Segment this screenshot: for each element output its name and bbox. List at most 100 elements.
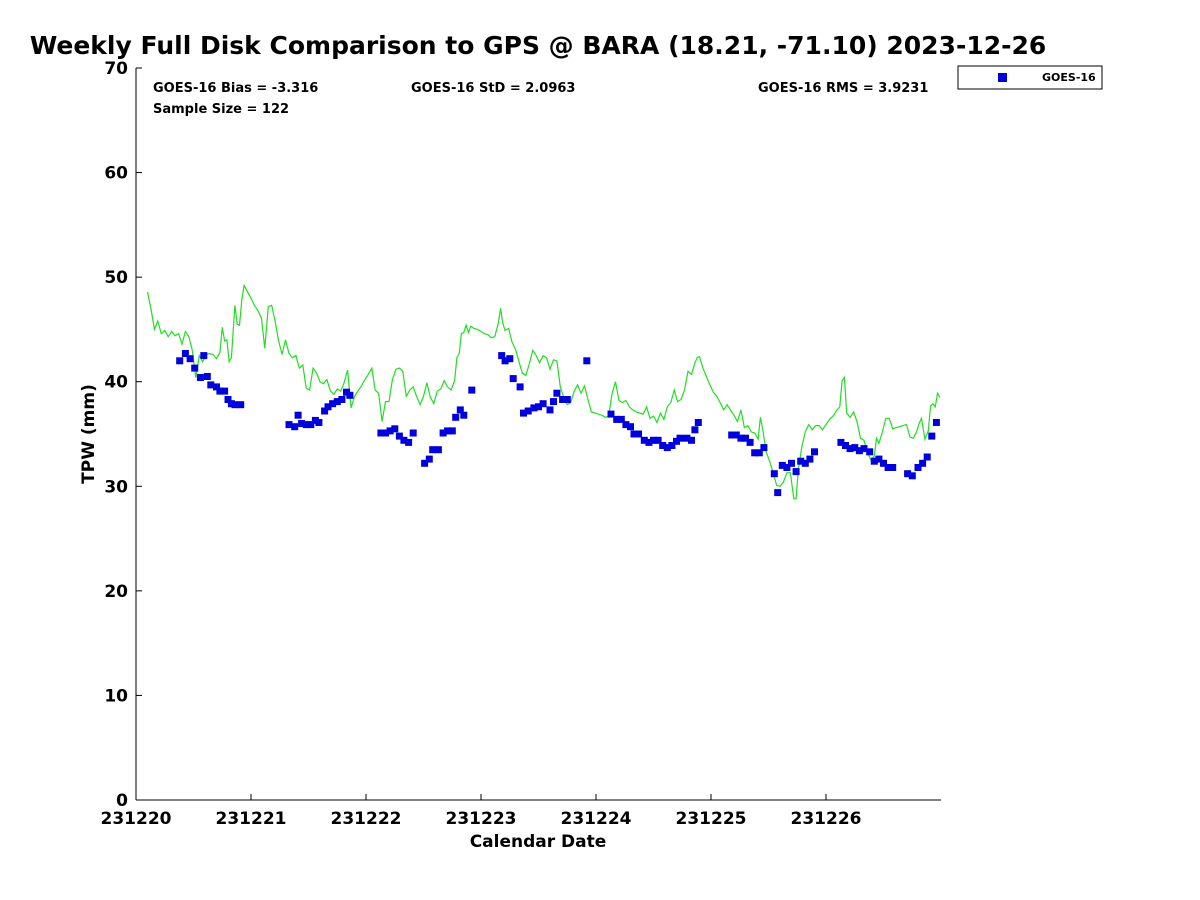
- goes-16-point: [783, 464, 791, 471]
- goes-16-point: [932, 419, 940, 426]
- goes-16-point: [737, 434, 745, 442]
- y-tick-label: 30: [104, 477, 128, 497]
- y-tick-label: 60: [104, 164, 128, 184]
- goes-16-point: [760, 444, 768, 452]
- goes-16-point: [200, 352, 208, 360]
- y-tick-label: 0: [116, 791, 128, 811]
- goes-16-point: [329, 400, 337, 408]
- goes-16-point: [231, 401, 239, 409]
- goes-16-point: [509, 375, 517, 383]
- y-tick-label: 70: [104, 59, 128, 79]
- goes-16-point: [904, 470, 912, 478]
- goes-16-point: [421, 459, 429, 467]
- goes-16-point: [377, 429, 385, 437]
- goes-16-point: [452, 413, 460, 421]
- goes-16-point: [524, 407, 532, 415]
- goes-16-point: [742, 434, 749, 442]
- goes-16-point: [346, 391, 354, 399]
- goes-16-point: [563, 396, 571, 403]
- goes-16-point: [400, 436, 408, 444]
- goes-16-point: [315, 419, 323, 426]
- goes-16-point: [923, 453, 931, 461]
- gps-tpw-line: [146, 283, 941, 500]
- goes-16-point: [654, 436, 662, 444]
- goes-16-point: [324, 403, 332, 411]
- goes-16-point: [291, 423, 299, 431]
- goes-16-point: [444, 427, 452, 435]
- goes-16-point: [224, 396, 232, 403]
- goes-16-point: [774, 489, 782, 497]
- goes-16-point: [386, 427, 394, 435]
- y-tick-label: 40: [104, 373, 128, 393]
- goes-16-point: [842, 442, 849, 449]
- goes-16-point: [439, 429, 447, 437]
- goes-16-point: [778, 461, 786, 469]
- x-tick-label: 231225: [676, 809, 747, 829]
- goes-16-point: [770, 470, 778, 478]
- goes-16-point: [919, 459, 927, 467]
- goes-16-point: [788, 459, 795, 467]
- goes-16-point: [425, 455, 433, 463]
- goes-16-point: [676, 434, 684, 442]
- goes-16-point: [405, 438, 413, 446]
- legend-label-goes-16: GOES-16: [1042, 71, 1096, 84]
- goes-16-point: [792, 468, 800, 476]
- goes-16-point: [837, 438, 845, 446]
- goes-16-point: [801, 459, 809, 467]
- goes-16-point: [559, 396, 567, 403]
- goes-16-point: [691, 426, 699, 434]
- goes-16-point: [746, 438, 754, 446]
- goes-16-point: [409, 429, 417, 437]
- y-tick-label: 50: [104, 268, 128, 288]
- goes-16-point: [546, 406, 554, 414]
- x-tick-label: 231221: [216, 809, 287, 829]
- goes-16-point: [860, 445, 868, 453]
- y-tick-label: 20: [104, 582, 128, 602]
- x-tick-label: 231226: [791, 809, 862, 829]
- goes-16-point: [755, 449, 763, 457]
- x-tick-label: 231224: [561, 809, 632, 829]
- goes-16-point: [434, 446, 442, 454]
- goes-16-point: [237, 401, 245, 409]
- x-tick-label: 231223: [446, 809, 517, 829]
- goes-16-point: [914, 464, 922, 471]
- goes-16-point: [539, 400, 547, 408]
- goes-16-point: [213, 383, 220, 391]
- goes-16-point: [884, 464, 892, 471]
- goes-16-point: [694, 419, 702, 426]
- goes-16-point: [191, 364, 199, 372]
- goes-16-point: [728, 431, 736, 439]
- goes-16-point: [811, 448, 818, 456]
- goes-16-point: [285, 421, 293, 429]
- goes-16-point: [617, 415, 625, 423]
- goes-16-point: [501, 357, 509, 365]
- y-tick-label: 10: [104, 686, 128, 706]
- x-tick-label: 231220: [101, 809, 172, 829]
- goes-16-point: [498, 352, 506, 360]
- goes-16-point: [203, 373, 211, 380]
- goes-16-point: [870, 457, 878, 465]
- goes-16-point: [875, 455, 883, 463]
- goes-16-point: [391, 425, 399, 433]
- goes-16-point: [659, 442, 667, 449]
- goes-16-point: [448, 427, 456, 435]
- goes-16-point: [294, 411, 302, 419]
- goes-16-point: [338, 396, 346, 403]
- goes-16-point: [196, 374, 204, 381]
- goes-16-point: [298, 420, 306, 427]
- x-axis-label: Calendar Date: [470, 832, 607, 852]
- plot-area: [135, 68, 941, 801]
- goes-16-point: [688, 436, 695, 444]
- goes-16-point: [207, 381, 215, 389]
- goes-16-point: [382, 429, 389, 437]
- bias-stat: GOES-16 Bias = -3.316: [153, 81, 318, 96]
- goes-16-point: [468, 386, 476, 394]
- goes-16-point: [607, 410, 615, 418]
- goes-16-point: [640, 436, 648, 444]
- goes-16-point: [627, 423, 634, 431]
- goes-16-point: [176, 357, 184, 365]
- goes-16-point: [880, 459, 887, 467]
- goes-16-point: [506, 355, 514, 363]
- goes-16-point: [460, 411, 468, 419]
- goes-16-point: [908, 472, 916, 480]
